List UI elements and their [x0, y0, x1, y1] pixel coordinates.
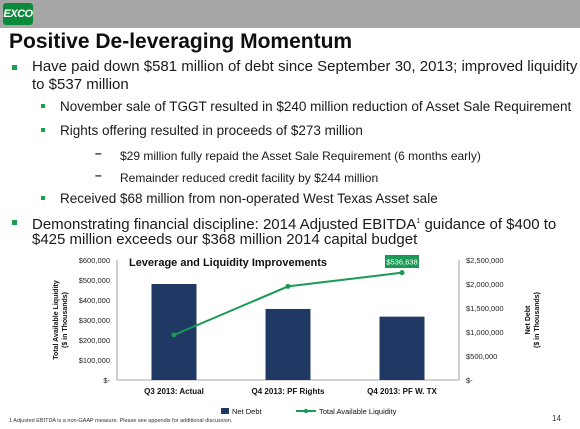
bullet-square-icon: [41, 196, 45, 200]
chart-svg: Leverage and Liquidity Improvements $- $1…: [53, 255, 541, 416]
bullet-square-icon: [12, 220, 17, 225]
callout-label: $536,638: [386, 258, 417, 267]
net-debt-bar: [265, 308, 311, 380]
value-callout: $536,638: [385, 255, 419, 268]
x-tick-label: Q4 2013: PF W. TX: [367, 387, 437, 396]
net-debt-bar: [379, 316, 425, 380]
bullet-2-2: Rights offering resulted in proceeds of …: [60, 123, 363, 138]
page-number: 14: [552, 414, 561, 423]
bullet-square-icon: [41, 104, 45, 108]
left-axis-title-line-2: ($ in Thousands): [62, 292, 69, 348]
slide-title: Positive De-leveraging Momentum: [9, 30, 353, 53]
bullet-3-2: Remainder reduced credit facility by $24…: [120, 171, 379, 185]
right-axis-title: Net Debt ($ in Thousands): [525, 292, 541, 348]
chart-title: Leverage and Liquidity Improvements: [129, 257, 327, 269]
right-axis-title-line-2: ($ in Thousands): [534, 292, 541, 348]
right-tick-label: $2,500,000: [466, 256, 504, 265]
footnote: 1 Adjusted EBITDA is a non-GAAP measure.…: [9, 418, 233, 424]
liquidity-point: [399, 270, 405, 276]
bullet-2-1: November sale of TGGT resulted in $240 m…: [60, 99, 572, 114]
legend-net-debt-label: Net Debt: [232, 407, 263, 416]
right-tick-label: $2,000,000: [466, 280, 504, 289]
bullet-2-3: Received $68 million from non-operated W…: [60, 191, 438, 206]
right-axis-ticks: $- $500,000 $1,000,000 $1,500,000 $2,000,000…: [466, 256, 504, 385]
right-tick-label: $1,000,000: [466, 328, 504, 337]
left-tick-label: $500,000: [79, 276, 110, 285]
liquidity-line: [171, 270, 405, 338]
exco-logo: EXCO: [3, 3, 33, 25]
callout-box: [385, 255, 419, 268]
bullet-4-line-1: Demonstrating financial discipline: 2014…: [32, 213, 556, 234]
x-tick-label: Q4 2013: PF Rights: [252, 387, 325, 396]
legend-net-debt-swatch: [221, 408, 229, 414]
bullet-4-text-b: guidance of $400 to: [420, 216, 557, 233]
left-tick-label: $300,000: [79, 316, 110, 325]
x-tick-label: Q3 2013: Actual: [144, 387, 204, 396]
left-tick-label: $100,000: [79, 356, 110, 365]
top-bar: [0, 0, 580, 28]
bullet-square-icon: [12, 65, 17, 70]
x-axis-labels: Q3 2013: Actual Q4 2013: PF Rights Q4 2013…: [144, 387, 437, 396]
leverage-chart: Leverage and Liquidity Improvements $- $1…: [0, 250, 580, 422]
left-axis-title-line-1: Total Available Liquidity: [53, 280, 60, 360]
bullet-3-1: $29 million fully repaid the Asset Sale …: [120, 149, 481, 163]
left-axis-title: Total Available Liquidity ($ in Thousand…: [53, 280, 69, 360]
left-tick-label: $600,000: [79, 256, 110, 265]
bullet-square-icon: [41, 128, 45, 132]
left-tick-label: $400,000: [79, 296, 110, 305]
bullet-4-text-a: Demonstrating financial discipline: 2014…: [32, 216, 417, 233]
right-tick-label: $-: [466, 376, 473, 385]
chart-legend: Net Debt Total Available Liquidity: [221, 407, 397, 416]
net-debt-bar: [151, 284, 197, 380]
dash-icon: –: [95, 168, 102, 182]
right-tick-label: $1,500,000: [466, 304, 504, 313]
bullet-4-line-2: $425 million exceeds our $368 million 20…: [32, 231, 418, 248]
left-axis-ticks: $- $100,000 $200,000 $300,000 $400,000 $500,0…: [79, 256, 111, 385]
bullet-1-line-2: to $537 million: [32, 76, 129, 93]
left-tick-label: $200,000: [79, 336, 110, 345]
left-tick-label: $-: [103, 376, 110, 385]
right-axis-title-line-1: Net Debt: [525, 305, 532, 334]
dash-icon: –: [95, 146, 102, 160]
liquidity-point: [285, 283, 291, 289]
net-debt-bars: [151, 284, 425, 380]
footnote-ref: 1: [416, 218, 421, 225]
right-tick-label: $500,000: [466, 352, 497, 361]
legend-liquidity-marker: [303, 408, 309, 414]
liquidity-point: [171, 332, 177, 338]
bullet-1-line-1: Have paid down $581 million of debt sinc…: [32, 58, 578, 75]
legend-liquidity-label: Total Available Liquidity: [319, 407, 397, 416]
